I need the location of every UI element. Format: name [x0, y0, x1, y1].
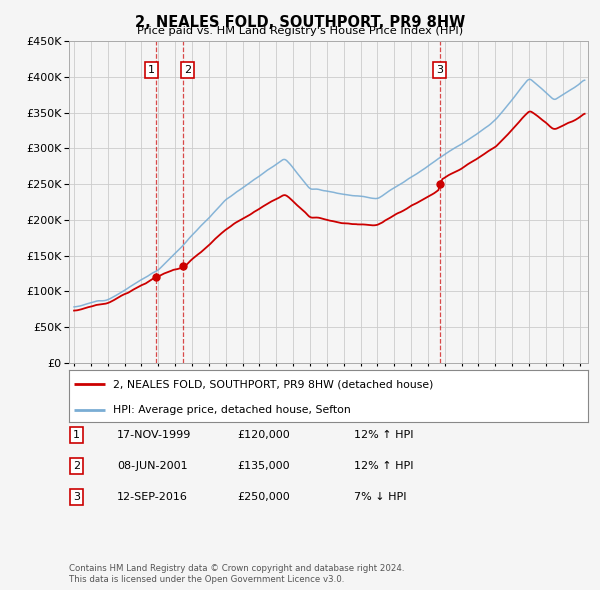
Text: 12% ↑ HPI: 12% ↑ HPI — [354, 430, 413, 440]
Text: Price paid vs. HM Land Registry's House Price Index (HPI): Price paid vs. HM Land Registry's House … — [137, 26, 463, 36]
Text: 17-NOV-1999: 17-NOV-1999 — [117, 430, 191, 440]
Text: 12% ↑ HPI: 12% ↑ HPI — [354, 461, 413, 471]
Text: 1: 1 — [73, 430, 80, 440]
Text: 7% ↓ HPI: 7% ↓ HPI — [354, 493, 407, 502]
Text: 12-SEP-2016: 12-SEP-2016 — [117, 493, 188, 502]
Text: £250,000: £250,000 — [237, 493, 290, 502]
Text: Contains HM Land Registry data © Crown copyright and database right 2024.: Contains HM Land Registry data © Crown c… — [69, 565, 404, 573]
Text: This data is licensed under the Open Government Licence v3.0.: This data is licensed under the Open Gov… — [69, 575, 344, 584]
Text: 2, NEALES FOLD, SOUTHPORT, PR9 8HW: 2, NEALES FOLD, SOUTHPORT, PR9 8HW — [135, 15, 465, 30]
Text: 1: 1 — [148, 65, 155, 75]
Text: 2, NEALES FOLD, SOUTHPORT, PR9 8HW (detached house): 2, NEALES FOLD, SOUTHPORT, PR9 8HW (deta… — [113, 379, 433, 389]
Text: £135,000: £135,000 — [237, 461, 290, 471]
Text: 3: 3 — [436, 65, 443, 75]
Text: 2: 2 — [73, 461, 80, 471]
Text: HPI: Average price, detached house, Sefton: HPI: Average price, detached house, Seft… — [113, 405, 351, 415]
Text: 08-JUN-2001: 08-JUN-2001 — [117, 461, 188, 471]
Text: £120,000: £120,000 — [237, 430, 290, 440]
Text: 3: 3 — [73, 493, 80, 502]
Text: 2: 2 — [184, 65, 191, 75]
